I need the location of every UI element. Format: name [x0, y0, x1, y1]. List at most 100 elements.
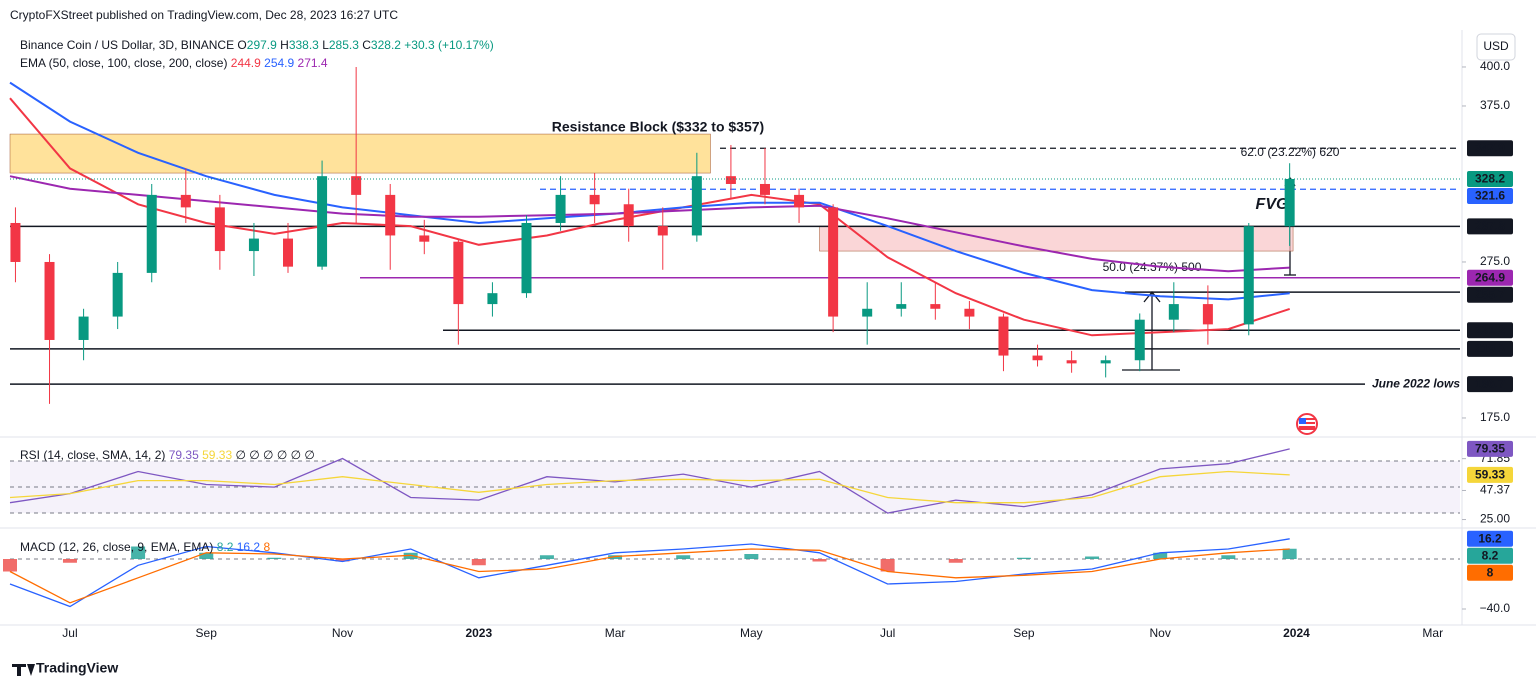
candle-body — [828, 207, 839, 317]
x-tick-label: 2023 — [465, 626, 492, 640]
macd-histogram-bar — [1016, 557, 1031, 559]
candle-body — [657, 226, 668, 236]
candle-body — [283, 238, 294, 267]
candle-body — [10, 222, 21, 262]
candle-body — [351, 176, 362, 195]
rsi-line — [9, 470, 1290, 504]
x-tick-label: Sep — [196, 626, 218, 640]
price-label-box — [1467, 547, 1513, 564]
price-label: 8.2 — [1482, 548, 1499, 562]
macd-title: MACD (12, 26, close, 9, EMA, EMA) — [20, 540, 217, 554]
macd-line — [9, 538, 1290, 608]
y-tick-label: 275.0 — [1480, 254, 1510, 268]
macd-value: 16.2 — [237, 540, 264, 554]
candle-body — [964, 308, 975, 317]
rsi-line — [9, 448, 1290, 514]
price-label-box — [1467, 340, 1513, 357]
candle-body — [1134, 319, 1145, 361]
rsi-extra: ∅ ∅ ∅ ∅ ∅ ∅ — [235, 448, 314, 462]
ema-line — [9, 175, 1290, 273]
ohlc-value: 338.3 — [289, 38, 322, 52]
price-label: 219.3 — [1475, 342, 1505, 356]
zone-label: Resistance Block ($332 to $357) — [552, 119, 764, 135]
candle-body — [589, 194, 600, 205]
price-label-box — [1467, 286, 1513, 303]
legend-row: EMA (50, close, 100, close, 200, close) … — [20, 56, 328, 70]
y-tick-label: 47.37 — [1480, 483, 1510, 497]
ohlc-prefix: L — [322, 38, 329, 52]
ohlc-prefix: H — [280, 38, 289, 52]
candle-body — [180, 194, 191, 208]
price-label: 264.9 — [1475, 270, 1505, 284]
macd-histogram-bar — [3, 559, 17, 572]
candle-body — [930, 304, 941, 309]
price-label: 79.35 — [1475, 442, 1505, 456]
macd-histogram-bar — [1221, 555, 1236, 559]
candle-body — [691, 176, 702, 236]
price-label: 196.7 — [1475, 377, 1505, 391]
macd-histogram-bar — [335, 559, 350, 562]
price-label: 297.8 — [1475, 219, 1505, 233]
y-tick-label: 375.0 — [1480, 98, 1510, 112]
macd-histogram-bar — [744, 554, 759, 559]
legend-row: RSI (14, close, SMA, 14, 2) 79.35 59.33 … — [20, 448, 315, 462]
price-label-box — [1467, 170, 1513, 187]
macd-histogram-bar — [199, 552, 214, 559]
candle-body — [1284, 178, 1295, 227]
price-label: 328.2 — [1475, 172, 1505, 186]
candle-body — [862, 308, 873, 317]
macd-histogram-bar — [880, 559, 895, 572]
candle-body — [1243, 226, 1254, 325]
y-tick-label: 25.00 — [1480, 512, 1510, 526]
zone-label: FVG — [1256, 196, 1289, 213]
candle-body — [759, 183, 770, 195]
legend-row: Binance Coin / US Dollar, 3D, BINANCE O2… — [20, 38, 494, 52]
price-label: 59.33 — [1475, 468, 1505, 482]
candle-body — [78, 316, 89, 340]
price-label: 8 — [1487, 565, 1494, 579]
price-label-box — [1467, 440, 1513, 457]
macd-histogram-bar — [1153, 552, 1168, 559]
price-label: 321.6 — [1475, 189, 1505, 203]
macd-histogram-bar — [676, 555, 691, 559]
ohlc-value: 285.3 — [329, 38, 362, 52]
macd-histogram-bar — [948, 559, 963, 563]
rsi-value: 59.33 — [202, 448, 235, 462]
ema-value: 271.4 — [298, 56, 328, 70]
rsi-value: 79.35 — [169, 448, 202, 462]
macd-histogram-bar — [539, 555, 554, 559]
candle-body — [385, 194, 396, 236]
footer-icon — [12, 664, 35, 676]
x-tick-label: 2024 — [1283, 626, 1310, 640]
candle-body — [317, 176, 328, 267]
candle-body — [112, 272, 123, 317]
price-label: 231.2 — [1475, 323, 1505, 337]
price-label-box — [1467, 530, 1513, 547]
macd-histogram-bar — [62, 559, 77, 563]
ohlc-value: 297.9 — [247, 38, 280, 52]
price-label-box — [1467, 322, 1513, 339]
footer-logo: TradingView — [36, 660, 118, 676]
price-label-box — [1467, 376, 1513, 393]
currency-label[interactable]: USD — [1483, 39, 1509, 53]
macd-histogram-bar — [1282, 548, 1297, 559]
candle-body — [44, 261, 55, 340]
currency-button[interactable] — [1476, 33, 1516, 61]
x-tick-label: Mar — [605, 626, 626, 640]
annotation: June 2022 lows — [1372, 376, 1460, 390]
price-label-box — [1467, 466, 1513, 483]
y-tick-label: 175.0 — [1480, 410, 1510, 424]
candle-body — [725, 176, 736, 184]
price-label-box — [1467, 564, 1513, 581]
macd-histogram-bar — [1085, 556, 1100, 559]
candle-body — [453, 241, 464, 305]
x-tick-label: Jul — [62, 626, 77, 640]
ema-title: EMA (50, close, 100, close, 200, close) — [20, 56, 231, 70]
published-line: CryptoFXStreet published on TradingView.… — [10, 8, 398, 22]
rsi-title: RSI (14, close, SMA, 14, 2) — [20, 448, 169, 462]
candle-body — [623, 204, 634, 227]
ema-value: 254.9 — [264, 56, 297, 70]
x-tick-label: Jul — [880, 626, 895, 640]
candle-body — [521, 222, 532, 294]
